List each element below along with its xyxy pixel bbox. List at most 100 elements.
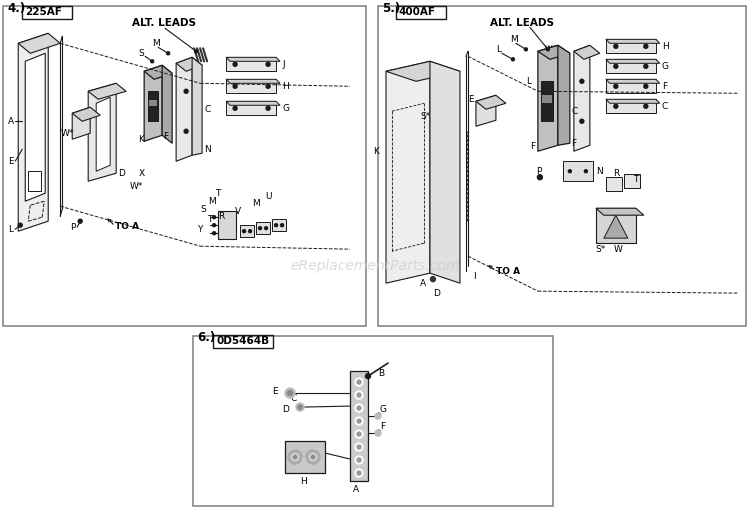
Polygon shape: [606, 79, 660, 83]
Circle shape: [357, 419, 361, 423]
Polygon shape: [574, 45, 590, 151]
Text: D: D: [282, 405, 289, 413]
Text: X: X: [140, 169, 146, 178]
Text: T: T: [207, 215, 212, 224]
Text: 6.): 6.): [197, 331, 215, 343]
Polygon shape: [476, 95, 506, 109]
Circle shape: [184, 129, 188, 133]
Circle shape: [375, 413, 381, 419]
Circle shape: [266, 62, 270, 66]
Circle shape: [357, 445, 361, 449]
Polygon shape: [386, 61, 430, 283]
Polygon shape: [176, 57, 192, 161]
Circle shape: [355, 430, 363, 438]
Text: 4.): 4.): [8, 2, 26, 15]
Text: eReplacementParts.com: eReplacementParts.com: [290, 259, 460, 273]
Text: P: P: [536, 167, 542, 176]
Polygon shape: [606, 39, 660, 43]
Text: R: R: [613, 169, 619, 178]
Circle shape: [166, 52, 170, 55]
Circle shape: [644, 44, 648, 49]
Circle shape: [212, 224, 215, 227]
Polygon shape: [606, 39, 656, 53]
Text: A: A: [353, 484, 359, 494]
Circle shape: [265, 227, 268, 229]
Text: C: C: [662, 102, 668, 111]
Text: ALT. LEADS: ALT. LEADS: [132, 18, 196, 28]
Text: V: V: [235, 207, 242, 216]
Circle shape: [311, 455, 314, 458]
Circle shape: [280, 224, 284, 227]
Polygon shape: [596, 208, 636, 243]
Text: E: E: [8, 157, 14, 166]
Circle shape: [375, 430, 381, 436]
Text: E: E: [272, 387, 278, 396]
Circle shape: [259, 227, 262, 229]
Text: C: C: [204, 105, 210, 114]
Circle shape: [233, 62, 237, 66]
Polygon shape: [538, 45, 558, 151]
Circle shape: [288, 450, 302, 464]
Text: S*: S*: [420, 112, 430, 121]
Text: M: M: [208, 197, 216, 206]
Polygon shape: [72, 107, 100, 121]
Circle shape: [355, 391, 363, 399]
Polygon shape: [240, 225, 254, 237]
Circle shape: [614, 64, 618, 68]
Text: F: F: [571, 139, 576, 148]
Circle shape: [212, 231, 215, 235]
Text: C: C: [572, 107, 578, 116]
Text: A: A: [420, 278, 426, 288]
Text: L: L: [8, 225, 14, 234]
Text: D: D: [118, 169, 125, 178]
Circle shape: [614, 84, 618, 88]
Circle shape: [644, 104, 648, 108]
Circle shape: [357, 380, 361, 384]
Polygon shape: [88, 83, 116, 181]
Polygon shape: [558, 45, 570, 145]
Circle shape: [274, 224, 278, 227]
Bar: [213, 335, 273, 348]
Text: S*: S*: [596, 245, 606, 253]
Text: 225AF: 225AF: [26, 7, 62, 17]
Polygon shape: [606, 59, 656, 73]
Polygon shape: [226, 57, 280, 61]
Polygon shape: [386, 61, 460, 81]
Text: E: E: [468, 95, 473, 104]
Circle shape: [233, 84, 237, 88]
Circle shape: [580, 79, 584, 83]
Circle shape: [357, 471, 361, 475]
Bar: [193, 336, 553, 506]
Text: F: F: [380, 422, 385, 431]
Circle shape: [355, 469, 363, 477]
Text: K: K: [138, 135, 144, 144]
Circle shape: [266, 106, 270, 110]
Text: S: S: [138, 49, 144, 58]
Text: M: M: [540, 87, 548, 96]
Text: 0D5464B: 0D5464B: [216, 336, 269, 346]
Text: 400AF: 400AF: [399, 7, 436, 17]
Polygon shape: [144, 65, 162, 141]
Circle shape: [296, 403, 304, 411]
Circle shape: [151, 60, 154, 63]
Text: K: K: [373, 147, 379, 156]
Text: W: W: [614, 245, 622, 253]
Circle shape: [266, 84, 270, 88]
Polygon shape: [562, 161, 592, 181]
Circle shape: [78, 219, 82, 223]
Circle shape: [644, 64, 648, 68]
Polygon shape: [606, 99, 656, 113]
Circle shape: [430, 276, 436, 282]
Circle shape: [291, 453, 299, 461]
Circle shape: [184, 89, 188, 94]
Polygon shape: [72, 107, 90, 140]
Text: G: G: [662, 62, 669, 71]
Circle shape: [355, 404, 363, 412]
Polygon shape: [226, 57, 276, 72]
Polygon shape: [18, 33, 60, 53]
Text: N: N: [596, 167, 602, 176]
Polygon shape: [606, 99, 660, 103]
Polygon shape: [606, 177, 622, 191]
Circle shape: [293, 455, 296, 458]
Circle shape: [547, 48, 550, 51]
